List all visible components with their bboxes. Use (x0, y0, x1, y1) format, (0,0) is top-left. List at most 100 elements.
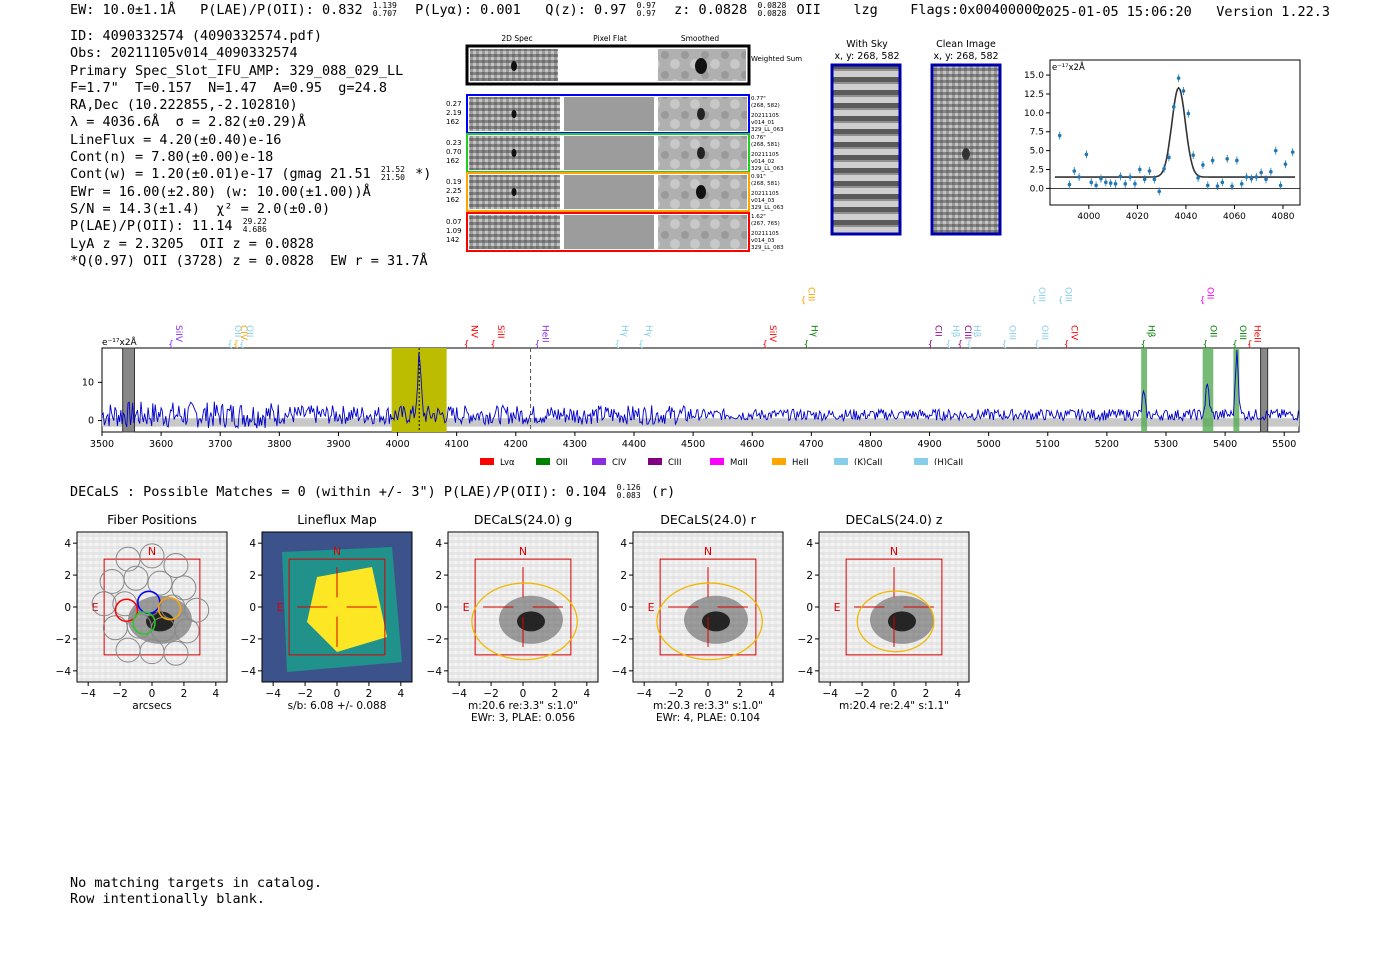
zoom-data-point (1167, 155, 1171, 160)
cutout-title: DECaLS(24.0) z (846, 512, 943, 527)
footer-line-1: No matching targets in catalog. (70, 875, 322, 891)
legend-item: CIII (648, 458, 681, 468)
cutout-ytick-label: −4 (56, 666, 72, 678)
legend-label: HeII (792, 458, 809, 465)
cutout-ytick-label: 2 (249, 570, 256, 582)
spectral-line-name: HeII (539, 325, 549, 343)
spectrum-xtick-label: 5100 (1036, 439, 1060, 450)
row1-w2: 2.19 (446, 109, 462, 117)
zoom-data-point (1089, 180, 1094, 185)
spectral-line-bracket: { (638, 340, 644, 350)
row3-w1: 0.19 (446, 178, 462, 186)
spectral-line-label: OII{ (1200, 287, 1215, 306)
row3-w3: 162 (446, 196, 459, 204)
compass-e: E (648, 601, 655, 614)
decals-text: DECaLS : Possible Matches = 0 (within +/… (70, 484, 607, 500)
cutout-xtick-label: −4 (80, 688, 96, 700)
zoom-data-point (1104, 180, 1108, 185)
timestamp: 2025-01-05 15:06:20 (1037, 4, 1192, 20)
legend-swatch (834, 458, 848, 465)
spectral-line-label: CIII{ (957, 325, 972, 350)
cutout-ytick-label: 2 (64, 570, 71, 582)
zoom-data-point (1142, 177, 1147, 182)
zoom-data-point (1235, 158, 1239, 163)
cutout-title: DECaLS(24.0) g (474, 512, 572, 527)
zoom-data-point (1176, 76, 1181, 80)
row3-w2: 2.25 (446, 187, 462, 195)
spectral-line-bracket: { (801, 296, 807, 306)
spectral-line-name: CIV (238, 325, 248, 341)
cutout-ytick-label: 4 (249, 538, 256, 550)
row4-w1: 0.07 (446, 218, 462, 226)
legend-item: HeII (772, 458, 809, 468)
sky-title: With Sky (846, 39, 888, 50)
spectral-line-name: CIII (962, 325, 972, 339)
cutout-ytick-label: −4 (798, 666, 814, 678)
spectrum-xtick-label: 3500 (90, 439, 114, 450)
footer-line-2: Row intentionally blank. (70, 890, 266, 907)
row2-n1: 0.76" (751, 135, 766, 141)
spectral-line-label: Hγ { (638, 325, 653, 350)
spectral-line-label: OII{ (1203, 325, 1218, 350)
galaxy-core (701, 611, 730, 632)
legend-item: (K)CaII (834, 458, 882, 468)
row3-n4: v014_03 (751, 198, 775, 204)
zoom-data-point (1123, 182, 1128, 186)
cutout-xtick-label: −2 (483, 688, 498, 700)
zoom-data-point (1057, 133, 1062, 138)
contw-range: 21.52 21.50 (380, 165, 405, 183)
spectral-line-bracket: { (1200, 296, 1206, 306)
plya-label: P(Lyα): 0.001 (415, 2, 521, 18)
zoom-data-point (1067, 182, 1072, 187)
zoom-xtick-label: 4000 (1077, 212, 1100, 222)
cutout-xtick-label: 4 (768, 688, 775, 700)
spectral-line-label: CII { (928, 325, 943, 350)
cutout-caption-1: s/b: 6.08 +/- 0.088 (288, 700, 387, 712)
zoom-unit-label: e⁻¹⁷x2Å (1052, 61, 1085, 73)
spec-row-2: 0.23 0.70 162 0.76" (268, 581) 20211105 … (446, 133, 784, 173)
cutout-caption-1: m:20.6 re:3.3" s:1.0" (468, 700, 578, 712)
qz-range: 0.97 0.97 (636, 1, 656, 18)
spectral-line-name: OIII (1036, 287, 1046, 302)
row4-n1: 1.62" (751, 214, 766, 220)
zoom-data-point (1273, 148, 1278, 153)
legend-item: OII (536, 458, 568, 468)
spectral-line-label: Hβ { (945, 325, 960, 350)
zoom-data-point (1171, 105, 1176, 109)
sky-coords: x, y: 268, 582 (834, 51, 899, 62)
plae-label: P(LAE)/P(OII): 0.832 (200, 2, 363, 18)
spectrum-xtick-label: 4400 (622, 439, 646, 450)
decals-range: 0.126 0.083 (616, 483, 641, 500)
weighted-sum-row: Weighted Sum (465, 44, 802, 86)
z-label: z: 0.0828 (674, 2, 748, 18)
fiber-circle (171, 575, 197, 601)
cutout-xtick-label: 4 (954, 688, 961, 700)
zoom-data-point (1283, 162, 1288, 167)
zoom-data-point (1181, 89, 1186, 93)
fiber-circle (184, 597, 210, 623)
cutout-ytick-label: −2 (798, 634, 813, 646)
row2-n4: v014_02 (751, 159, 775, 165)
fiber-circle (163, 640, 189, 666)
spectral-line-bracket: { (535, 340, 541, 350)
galaxy-ellipse (471, 582, 578, 661)
cutout-caption-1: m:20.4 re:2.4" s:1.1" (839, 700, 949, 712)
row4-n4: v014_03 (751, 238, 775, 244)
fiber-circle (147, 570, 173, 596)
fiber-circle (163, 553, 189, 579)
spectrum-xtick-label: 5000 (977, 439, 1001, 450)
spectral-line-label: OIII{ (1031, 287, 1046, 306)
spectral-line-name: Hγ (619, 325, 629, 338)
spectral-line-bracket: { (464, 340, 470, 350)
lzg-label: lzg (853, 2, 878, 18)
spectral-line-bracket: { (1031, 296, 1037, 306)
cutout-xtick-label: −2 (854, 688, 869, 700)
spectral-line-name: OIII (1006, 325, 1016, 340)
compass-e: E (277, 601, 284, 614)
header-bar: EW: 10.0±1.1Å P(LAE)/P(OII): 0.832 1.139… (70, 1, 1040, 19)
spectral-line-label: SiII{ (490, 325, 505, 350)
cutout-caption-1: arcsecs (132, 700, 171, 712)
galaxy-core (887, 611, 916, 632)
zoom-data-point (1264, 177, 1268, 182)
spectral-line-label: CIV{ (1064, 325, 1079, 350)
